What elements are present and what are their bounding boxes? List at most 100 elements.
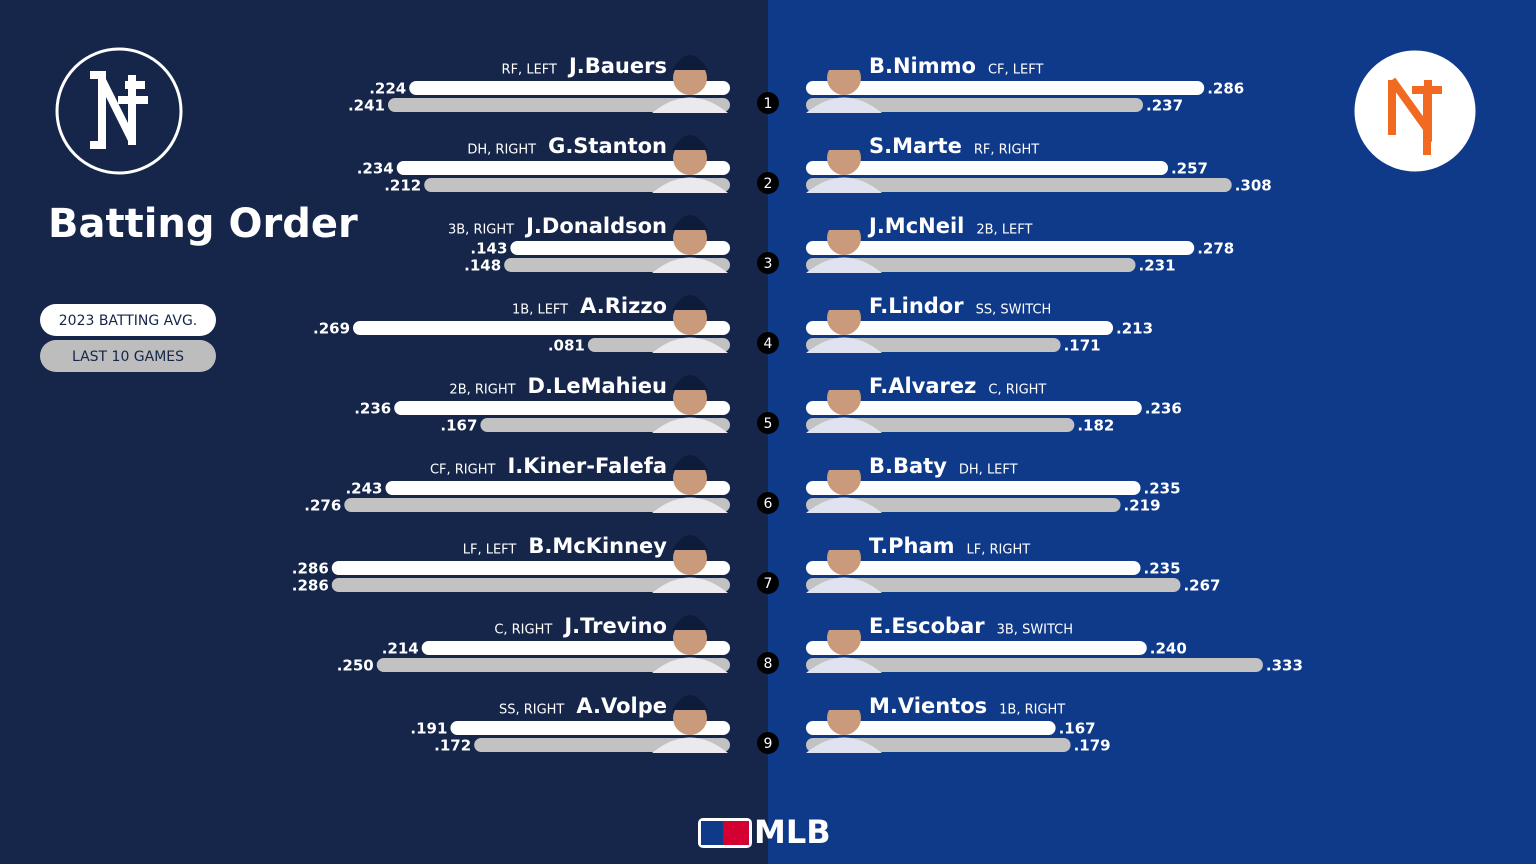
value-label: .286 xyxy=(292,560,329,578)
player-name: G.Stanton xyxy=(548,134,667,158)
player-name: I.Kiner-Falefa xyxy=(507,454,667,478)
order-badge xyxy=(757,332,779,354)
order-number: 4 xyxy=(764,336,773,352)
player-cap xyxy=(672,615,708,630)
order-number: 5 xyxy=(764,416,773,432)
value-label: .182 xyxy=(1077,417,1114,435)
legend-last10-pill xyxy=(40,340,216,372)
player-cap xyxy=(826,295,862,310)
value-label: .286 xyxy=(1207,80,1244,98)
value-label: .179 xyxy=(1074,737,1111,755)
player-cap xyxy=(672,455,708,470)
value-label: .276 xyxy=(304,497,341,515)
player-position: CF, LEFT xyxy=(988,63,1044,78)
mlb-logo xyxy=(698,818,752,848)
order-number: 8 xyxy=(764,656,773,672)
player-photo xyxy=(806,97,882,113)
footer: MLB xyxy=(754,813,831,851)
legend-avg-pill xyxy=(40,304,216,336)
player-photo xyxy=(806,737,882,753)
order-number: 1 xyxy=(764,96,773,112)
player-position: 3B, SWITCH xyxy=(997,623,1073,638)
player-name: F.Lindor xyxy=(869,294,964,318)
player-position: CF, RIGHT xyxy=(430,463,496,478)
player-position: C, RIGHT xyxy=(988,383,1046,398)
player-position: SS, SWITCH xyxy=(976,303,1052,318)
avg-bar xyxy=(806,241,1195,255)
avg-bar xyxy=(806,401,1142,415)
value-label: .235 xyxy=(1144,560,1181,578)
player-photo xyxy=(806,657,882,673)
last10-bar xyxy=(806,178,1232,192)
order-number: 9 xyxy=(764,736,773,752)
value-label: .213 xyxy=(1116,320,1153,338)
value-label: .191 xyxy=(410,720,447,738)
player-name: F.Alvarez xyxy=(869,374,976,398)
player-photo xyxy=(806,497,882,513)
avg-bar xyxy=(806,161,1168,175)
player-name: S.Marte xyxy=(869,134,962,158)
player-position: LF, RIGHT xyxy=(967,543,1031,558)
player-cap xyxy=(672,215,708,230)
player-name: D.LeMahieu xyxy=(528,374,667,398)
player-photo xyxy=(652,497,728,513)
last10-bar xyxy=(806,498,1121,512)
player-position: DH, RIGHT xyxy=(467,143,536,158)
player-position: 3B, RIGHT xyxy=(448,223,514,238)
player-photo xyxy=(806,257,882,273)
value-label: .172 xyxy=(434,737,471,755)
player-name: B.Baty xyxy=(869,454,947,478)
value-label: .212 xyxy=(384,177,421,195)
avg-bar xyxy=(421,641,730,655)
player-photo xyxy=(652,577,728,593)
order-badge xyxy=(757,92,779,114)
player-name: J.Bauers xyxy=(567,54,667,78)
last10-bar xyxy=(806,258,1136,272)
avg-bar xyxy=(806,321,1114,335)
value-label: .250 xyxy=(337,657,374,675)
player-cap xyxy=(672,375,708,390)
last10-bar xyxy=(806,578,1181,592)
player-position: RF, RIGHT xyxy=(974,143,1039,158)
player-cap xyxy=(672,295,708,310)
avg-bar xyxy=(806,641,1147,655)
avg-bar xyxy=(409,81,730,95)
player-cap xyxy=(672,535,708,550)
value-label: .231 xyxy=(1139,257,1176,275)
player-position: DH, LEFT xyxy=(959,463,1018,478)
player-photo xyxy=(652,177,728,193)
last10-bar xyxy=(806,98,1144,112)
player-photo xyxy=(806,177,882,193)
last10-bar xyxy=(331,578,730,592)
order-badge xyxy=(757,732,779,754)
player-cap xyxy=(826,535,862,550)
player-position: 1B, LEFT xyxy=(512,303,568,318)
player-cap xyxy=(826,55,862,70)
value-label: .234 xyxy=(357,160,394,178)
player-photo xyxy=(806,577,882,593)
value-label: .081 xyxy=(548,337,585,355)
value-label: .171 xyxy=(1064,337,1101,355)
last10-bar xyxy=(376,658,730,672)
player-position: 2B, RIGHT xyxy=(449,383,515,398)
player-name: A.Volpe xyxy=(576,694,667,718)
value-label: .236 xyxy=(1145,400,1182,418)
player-photo xyxy=(652,97,728,113)
player-name: A.Rizzo xyxy=(580,294,667,318)
player-cap xyxy=(826,455,862,470)
avg-bar xyxy=(450,721,730,735)
player-cap xyxy=(672,695,708,710)
value-label: .143 xyxy=(470,240,507,258)
legend-last10: LAST 10 GAMES xyxy=(72,349,184,365)
player-cap xyxy=(826,135,862,150)
value-label: .269 xyxy=(313,320,350,338)
order-number: 7 xyxy=(764,576,773,592)
avg-bar xyxy=(806,481,1141,495)
avg-bar xyxy=(394,401,730,415)
player-name: B.McKinney xyxy=(528,534,667,558)
player-cap xyxy=(672,55,708,70)
player-name: J.Donaldson xyxy=(524,214,667,238)
order-badge xyxy=(757,172,779,194)
